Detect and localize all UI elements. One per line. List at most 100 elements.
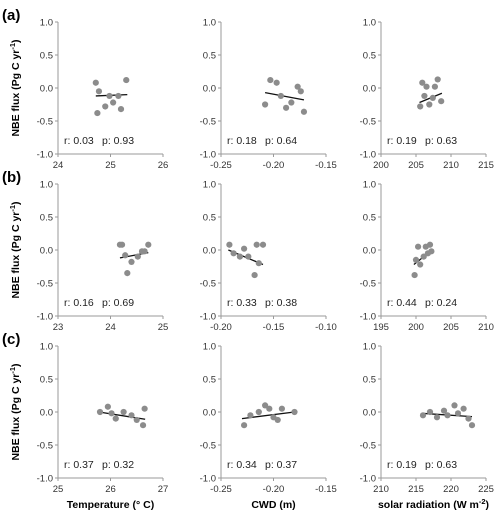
- data-point: [426, 101, 433, 108]
- x-tick-label: 210: [443, 160, 459, 171]
- data-point: [123, 76, 130, 84]
- data-point: [128, 412, 135, 419]
- y-tick-label: 0.0: [203, 408, 216, 419]
- data-point: [241, 245, 248, 252]
- r-value-label: r: 0.03: [64, 135, 94, 147]
- data-point: [262, 402, 269, 409]
- data-point: [419, 412, 427, 419]
- y-tick-label: -1.0: [360, 474, 376, 485]
- data-point: [454, 410, 462, 417]
- y-tick-label: 0.5: [203, 213, 216, 224]
- x-axis-title: solar radiation (W m-2): [378, 497, 489, 511]
- data-point: [128, 258, 135, 265]
- data-point: [419, 79, 426, 86]
- y-tick-label: 0.5: [203, 51, 216, 62]
- y-tick-label: 0.5: [40, 213, 53, 224]
- data-point: [420, 253, 427, 260]
- y-tick-label: 1.0: [203, 180, 216, 191]
- x-axis-title: Temperature (° C): [67, 499, 154, 511]
- scatter-panel-4: 1.0 0.5 0.0 -0.5 -1.023 24 25 r: 0.16 p: 0.69: [37, 180, 169, 334]
- x-tick-label: 220: [443, 484, 459, 495]
- scatter-panel-2: 1.0 0.5 0.0 -0.5 -1.0-0.25 -0.20 -0.15 r: 0.18 p…: [200, 18, 337, 172]
- y-tick-label: -1.0: [200, 150, 216, 161]
- p-value-label: p: 0.63: [425, 135, 457, 147]
- y-tick-label: -0.5: [200, 441, 216, 452]
- x-tick-label: 25: [105, 160, 116, 171]
- panel-label: (b): [2, 169, 21, 186]
- data-point: [277, 92, 284, 100]
- r-value-label: r: 0.18: [227, 135, 257, 147]
- y-tick-label: -1.0: [37, 150, 53, 161]
- data-point: [426, 241, 434, 248]
- y-tick-label: 1.0: [363, 180, 376, 191]
- x-tick-label: 24: [53, 160, 64, 171]
- data-point: [247, 412, 254, 419]
- x-tick-label: 215: [478, 160, 494, 171]
- y-tick-label: -1.0: [200, 474, 216, 485]
- data-point: [108, 410, 115, 417]
- y-tick-label: -0.5: [360, 117, 376, 128]
- r-value-label: r: 0.19: [387, 459, 417, 471]
- y-tick-label: 1.0: [203, 342, 216, 353]
- x-tick-label: -0.25: [210, 160, 232, 171]
- y-tick-label: -0.5: [200, 279, 216, 290]
- y-tick-label: 0.0: [363, 246, 376, 257]
- data-point: [241, 422, 248, 429]
- x-tick-label: -0.20: [263, 484, 285, 495]
- p-value-label: p: 0.63: [425, 459, 457, 471]
- p-value-label: p: 0.69: [102, 297, 134, 309]
- data-point: [106, 92, 113, 100]
- data-point: [273, 79, 280, 86]
- y-tick-label: -0.5: [360, 279, 376, 290]
- data-point: [117, 106, 125, 113]
- data-point: [255, 408, 262, 416]
- data-point: [120, 408, 127, 416]
- y-tick-label: -1.0: [37, 312, 53, 323]
- y-tick-label: 0.0: [203, 246, 216, 257]
- data-point: [145, 241, 152, 248]
- r-value-label: r: 0.44: [387, 297, 417, 309]
- y-tick-label: -1.0: [360, 150, 376, 161]
- data-point: [426, 408, 434, 416]
- r-value-label: r: 0.33: [227, 297, 257, 309]
- trend-line: [264, 91, 305, 101]
- x-tick-label: 26: [158, 160, 169, 171]
- data-point: [115, 92, 122, 100]
- x-tick-label: 24: [105, 322, 116, 333]
- data-point: [139, 422, 147, 429]
- data-point: [423, 83, 430, 90]
- data-point: [444, 412, 451, 419]
- y-tick-label: 0.5: [363, 51, 376, 62]
- y-tick-label: 1.0: [363, 342, 376, 353]
- data-point: [434, 76, 441, 83]
- x-tick-label: 25: [158, 322, 169, 333]
- data-point: [133, 416, 140, 424]
- data-point: [288, 99, 295, 106]
- y-tick-label: -1.0: [360, 312, 376, 323]
- data-point: [428, 248, 435, 255]
- x-tick-label: 27: [158, 484, 169, 495]
- y-tick-label: 1.0: [363, 18, 376, 29]
- x-tick-label: 210: [478, 322, 494, 333]
- data-point: [431, 83, 438, 90]
- y-tick-label: -1.0: [37, 474, 53, 485]
- y-tick-label: 0.5: [40, 375, 53, 386]
- y-tick-label: 1.0: [40, 180, 53, 191]
- data-point: [262, 101, 269, 108]
- data-point: [102, 103, 109, 110]
- y-tick-label: 0.5: [203, 375, 216, 386]
- scatter-panel-7: 1.0 0.5 0.0 -0.5 -1.025 26 27 r: 0.37 p: 0.32: [37, 342, 169, 496]
- data-point: [438, 98, 445, 105]
- x-axis-title: CWD (m): [251, 499, 295, 511]
- y-axis-title: NBE flux (Pg C yr-1): [8, 363, 22, 460]
- data-point: [134, 253, 141, 260]
- p-value-label: p: 0.64: [265, 135, 297, 147]
- y-tick-label: -1.0: [200, 312, 216, 323]
- data-point: [267, 76, 274, 84]
- r-value-label: r: 0.16: [64, 297, 94, 309]
- data-point: [141, 405, 148, 412]
- x-tick-label: -0.15: [315, 484, 337, 495]
